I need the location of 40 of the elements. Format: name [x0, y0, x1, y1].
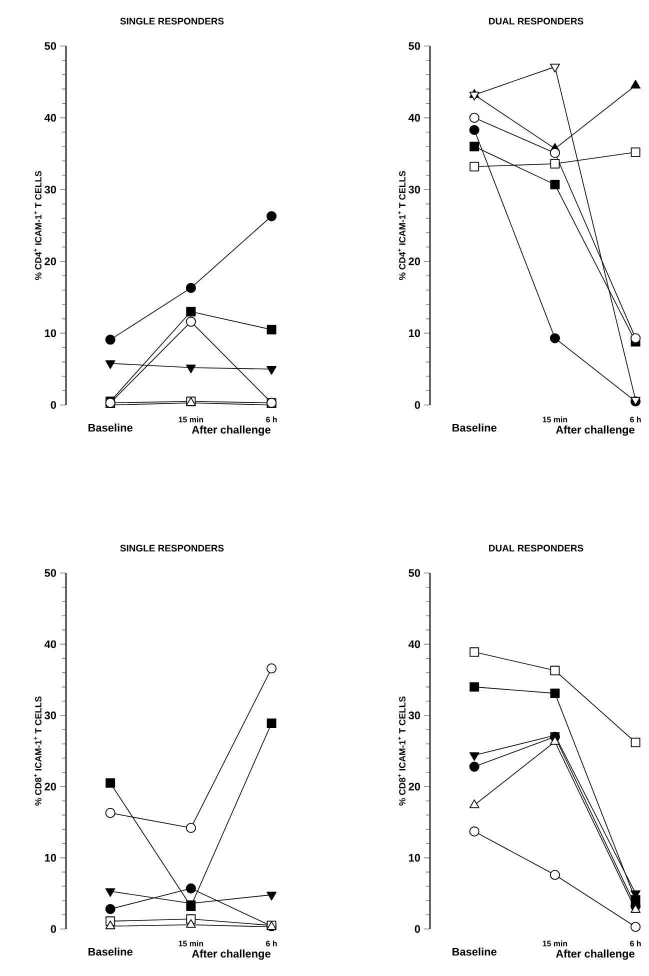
- x-axis-title: After challenge: [556, 950, 634, 960]
- y-axis-title: % CD4$^{+}$ ICAM-1$^{+}$ T CELLS: [398, 171, 406, 280]
- y-tick-label: 30: [44, 712, 56, 720]
- x-tick-label: Baseline: [88, 948, 132, 956]
- x-tick-label: Baseline: [88, 424, 132, 432]
- chart-title: SINGLE RESPONDERS: [120, 18, 224, 24]
- y-tick-label: 20: [44, 782, 56, 790]
- y-tick-label: 0: [414, 925, 420, 933]
- x-axis-title: After challenge: [192, 426, 270, 436]
- y-tick-label: 50: [44, 569, 56, 577]
- y-tick-label: 30: [408, 186, 420, 194]
- y-tick-label: 50: [44, 42, 56, 50]
- y-axis-title: % CD4$^{+}$ ICAM-1$^{+}$ T CELLS: [34, 171, 42, 280]
- chart-title: DUAL RESPONDERS: [489, 18, 584, 24]
- x-tick-label: Baseline: [452, 948, 496, 956]
- y-tick-label: 30: [408, 712, 420, 720]
- x-tick-label: Baseline: [452, 424, 496, 432]
- y-axis-title: % CD8$^{+}$ ICAM-1$^{+}$ T CELLS: [398, 696, 406, 806]
- y-tick-label: 40: [44, 640, 56, 648]
- y-tick-label: 50: [408, 42, 420, 50]
- y-tick-label: 20: [408, 258, 420, 266]
- y-tick-label: 10: [44, 329, 56, 338]
- y-tick-label: 20: [44, 258, 56, 266]
- y-tick-label: 0: [50, 925, 56, 933]
- y-tick-label: 10: [44, 854, 56, 862]
- y-axis-title: % CD8$^{+}$ ICAM-1$^{+}$ T CELLS: [34, 696, 42, 806]
- chart-title: DUAL RESPONDERS: [489, 544, 584, 552]
- y-tick-label: 40: [408, 640, 420, 648]
- x-axis-title: After challenge: [192, 950, 270, 960]
- y-tick-label: 10: [408, 329, 420, 338]
- y-tick-label: 20: [408, 782, 420, 790]
- y-tick-label: 0: [414, 401, 420, 409]
- chart-title: SINGLE RESPONDERS: [120, 544, 224, 552]
- y-tick-label: 40: [408, 114, 420, 122]
- y-tick-label: 50: [408, 569, 420, 577]
- y-tick-label: 10: [408, 854, 420, 862]
- x-axis-title: After challenge: [556, 426, 634, 436]
- y-tick-label: 0: [50, 401, 56, 409]
- y-tick-label: 40: [44, 114, 56, 122]
- y-tick-label: 30: [44, 186, 56, 194]
